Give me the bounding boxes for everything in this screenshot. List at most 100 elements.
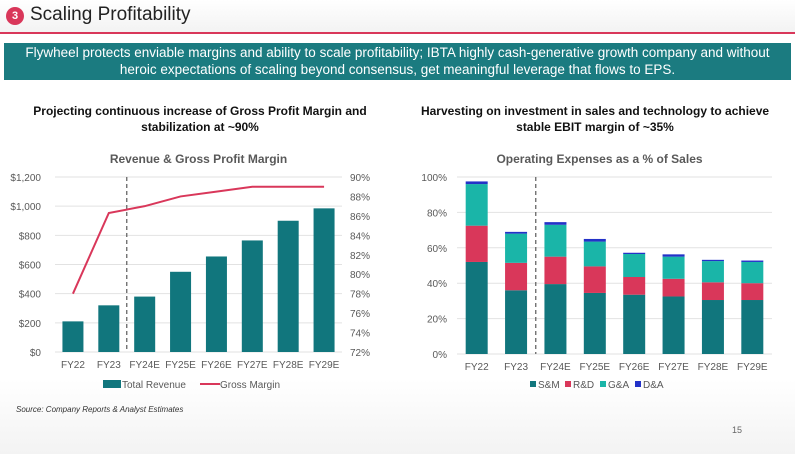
opex-bar-da xyxy=(741,260,764,262)
revenue-bar xyxy=(277,220,299,352)
y-tick-label: 0% xyxy=(433,350,448,361)
revenue-bar xyxy=(62,321,84,352)
legend-label: D&A xyxy=(643,380,664,391)
x-tick-label: FY25E xyxy=(165,360,196,371)
opex-bar-ga xyxy=(505,233,528,263)
opex-bar-da xyxy=(544,222,567,225)
opex-bar-da xyxy=(583,238,606,242)
y2-tick-label: 76% xyxy=(350,309,370,320)
opex-bar-ga xyxy=(701,261,724,283)
subtitle-line: stabilization at ~90% xyxy=(141,120,259,134)
y2-tick-label: 88% xyxy=(350,192,370,203)
y2-tick-label: 90% xyxy=(350,173,370,184)
y2-tick-label: 80% xyxy=(350,270,370,281)
legend-label: S&M xyxy=(538,380,560,391)
opex-bar-rd xyxy=(544,256,567,285)
x-tick-label: FY29E xyxy=(309,360,340,371)
opex-bar-sm xyxy=(701,300,724,354)
banner-line: heroic expectations of scaling beyond co… xyxy=(119,62,676,77)
opex-bar-sm xyxy=(623,294,646,354)
legend-swatch xyxy=(530,381,536,387)
x-tick-label: FY27E xyxy=(658,362,689,373)
opex-bar-sm xyxy=(741,300,764,354)
opex-bar-ga xyxy=(662,256,685,279)
title-bar xyxy=(0,0,795,34)
subtitle-line: Projecting continuous increase of Gross … xyxy=(33,104,367,118)
y-tick-label: 60% xyxy=(427,244,447,255)
section-badge: 3 xyxy=(6,7,24,25)
legend-swatch-revenue xyxy=(103,380,121,388)
x-tick-label: FY28E xyxy=(273,360,304,371)
y2-tick-label: 86% xyxy=(350,212,370,223)
opex-bar-ga xyxy=(583,241,606,267)
legend-label: Gross Margin xyxy=(220,380,280,391)
revenue-bar xyxy=(241,240,263,352)
subtitle-line: Harvesting on investment in sales and te… xyxy=(420,104,770,118)
y-tick-label: $600 xyxy=(19,261,42,272)
x-tick-label: FY29E xyxy=(737,362,768,373)
opex-bar-rd xyxy=(465,225,488,262)
opex-bar-da xyxy=(662,254,685,257)
y-tick-label: 40% xyxy=(427,279,447,290)
right-subtitle: Harvesting on investment in sales and te… xyxy=(410,103,780,135)
revenue-bar xyxy=(134,296,156,352)
y-tick-label: 20% xyxy=(427,315,447,326)
opex-bar-sm xyxy=(505,290,528,354)
y2-tick-label: 78% xyxy=(350,290,370,301)
x-tick-label: FY22 xyxy=(61,360,85,371)
revenue-bar xyxy=(98,305,120,352)
y2-tick-label: 74% xyxy=(350,329,370,340)
legend-swatch xyxy=(635,381,641,387)
x-tick-label: FY24E xyxy=(129,360,160,371)
y-tick-label: 100% xyxy=(421,173,447,184)
x-tick-label: FY23 xyxy=(504,362,528,373)
chart-title: Operating Expenses as a % of Sales xyxy=(496,152,702,166)
chart-title: Revenue & Gross Profit Margin xyxy=(110,152,287,166)
x-tick-label: FY23 xyxy=(97,360,121,371)
subtitle-line: stable EBIT margin of ~35% xyxy=(516,120,674,134)
opex-bar-ga xyxy=(623,253,646,278)
opex-bar-ga xyxy=(544,224,567,257)
opex-bar-sm xyxy=(544,284,567,354)
revenue-bar xyxy=(313,208,335,352)
page-title: Scaling Profitability xyxy=(30,4,191,25)
legend-swatch xyxy=(565,381,571,387)
banner-line: Flywheel protects enviable margins and a… xyxy=(25,45,770,60)
y-tick-label: 80% xyxy=(427,208,447,219)
x-tick-label: FY22 xyxy=(465,362,489,373)
opex-bar-da xyxy=(465,181,488,185)
legend-label: Total Revenue xyxy=(122,380,186,391)
gross-margin-line xyxy=(72,185,325,295)
opex-bar-ga xyxy=(465,184,488,226)
opex-bar-rd xyxy=(741,283,764,301)
opex-bar-rd xyxy=(623,277,646,295)
key-message-banner: Flywheel protects enviable margins and a… xyxy=(4,43,791,80)
x-tick-label: FY24E xyxy=(540,362,571,373)
x-tick-label: FY27E xyxy=(237,360,268,371)
y-tick-label: $400 xyxy=(19,290,42,301)
opex-bar-da xyxy=(505,231,528,234)
y-tick-label: $1,200 xyxy=(10,173,41,184)
opex-bar-ga xyxy=(741,261,764,284)
y2-tick-label: 84% xyxy=(350,231,370,242)
y-tick-label: $800 xyxy=(19,231,42,242)
page-number: 15 xyxy=(732,425,743,435)
opex-bar-sm xyxy=(465,261,488,354)
opex-bar-rd xyxy=(505,262,528,291)
x-tick-label: FY25E xyxy=(580,362,611,373)
opex-bar-rd xyxy=(701,282,724,301)
opex-bar-da xyxy=(623,252,646,254)
y-tick-label: $1,000 xyxy=(10,202,41,213)
legend-label: R&D xyxy=(573,380,594,391)
opex-bar-da xyxy=(701,259,724,262)
x-tick-label: FY26E xyxy=(619,362,650,373)
y-tick-label: $0 xyxy=(30,348,42,359)
x-tick-label: FY26E xyxy=(201,360,232,371)
legend-swatch xyxy=(600,381,606,387)
x-tick-label: FY28E xyxy=(698,362,729,373)
opex-bar-rd xyxy=(662,278,685,297)
y-tick-label: $200 xyxy=(19,319,42,330)
revenue-bar xyxy=(205,256,227,352)
source-note: Source: Company Reports & Analyst Estima… xyxy=(16,405,184,414)
